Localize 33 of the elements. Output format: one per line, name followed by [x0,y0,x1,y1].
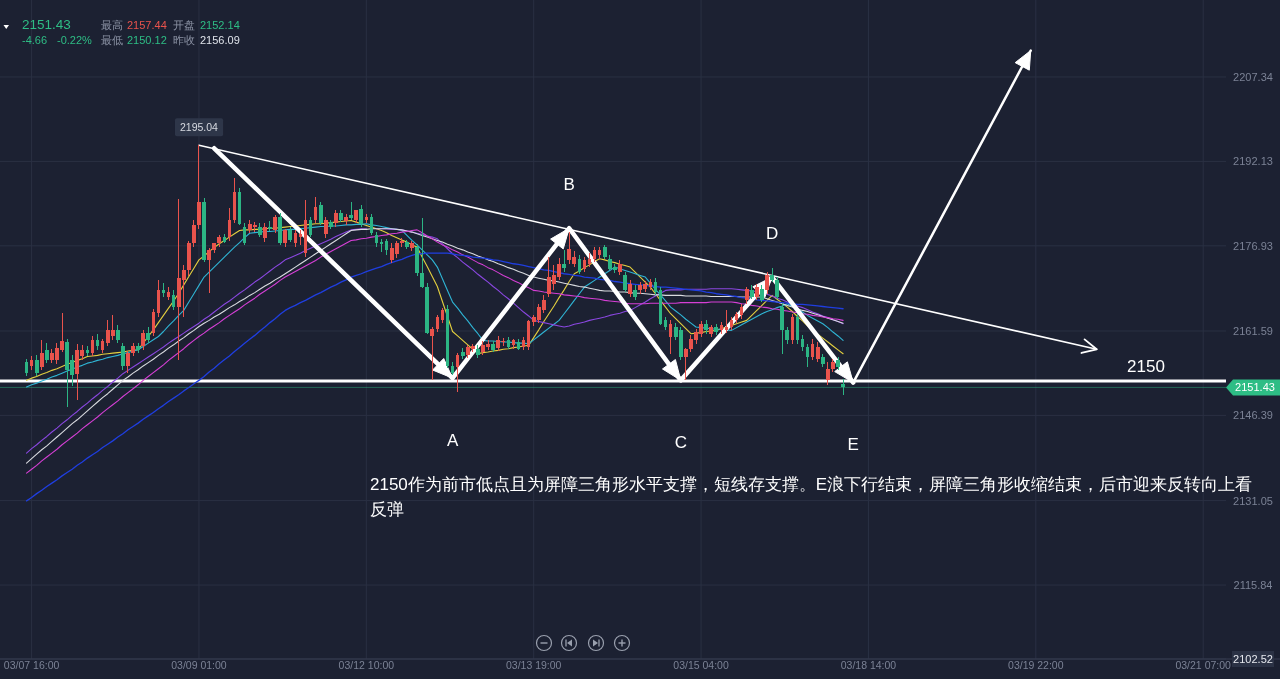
x-tick-label: 03/09 01:00 [171,659,227,671]
y-tick-label: 2102.52 [1233,653,1273,665]
text: 开盘 [173,19,195,31]
annotation: 2150 [1127,357,1165,377]
data-label: 2195.04 [179,121,219,134]
text: 最低 [101,34,123,46]
data-label: C [674,432,687,452]
text: -0.22% [57,34,92,46]
text: 2152.14 [200,19,240,31]
x-tick-label: 03/07 16:00 [3,659,60,671]
y-tick-label: 2207.34 [1233,70,1273,83]
x-tick-label: 03/13 19:00 [505,659,562,671]
x-tick-label: 03/15 04:00 [673,659,729,671]
data-label: E [847,435,859,455]
y-tick-label: 2192.13 [1233,155,1273,168]
y-tick-label: 2131.05 [1233,494,1273,507]
y-tick-label: 2176.93 [1233,239,1273,252]
text: 昨收 [173,34,195,46]
y-tick-label: 2146.39 [1233,409,1273,422]
y-tick-label: 2161.59 [1233,325,1273,337]
y-tick-label: 2115.84 [1233,579,1273,592]
text: 2157.44 [127,19,167,31]
x-tick-label: 03/18 14:00 [840,659,897,671]
data-label: A [446,430,459,450]
text: 最高 [101,19,123,31]
x-tick-label: 03/19 22:00 [1008,659,1064,671]
text: 2156.09 [200,34,240,46]
text: -4.66 [22,34,48,46]
text: 2150.12 [127,34,167,46]
text: 2151.43 [22,17,71,32]
ref-line-label: 2151.43 [1235,381,1275,394]
x-tick-label: 03/21 07:00 [1175,659,1232,671]
x-tick-label: 03/12 10:00 [338,659,395,671]
